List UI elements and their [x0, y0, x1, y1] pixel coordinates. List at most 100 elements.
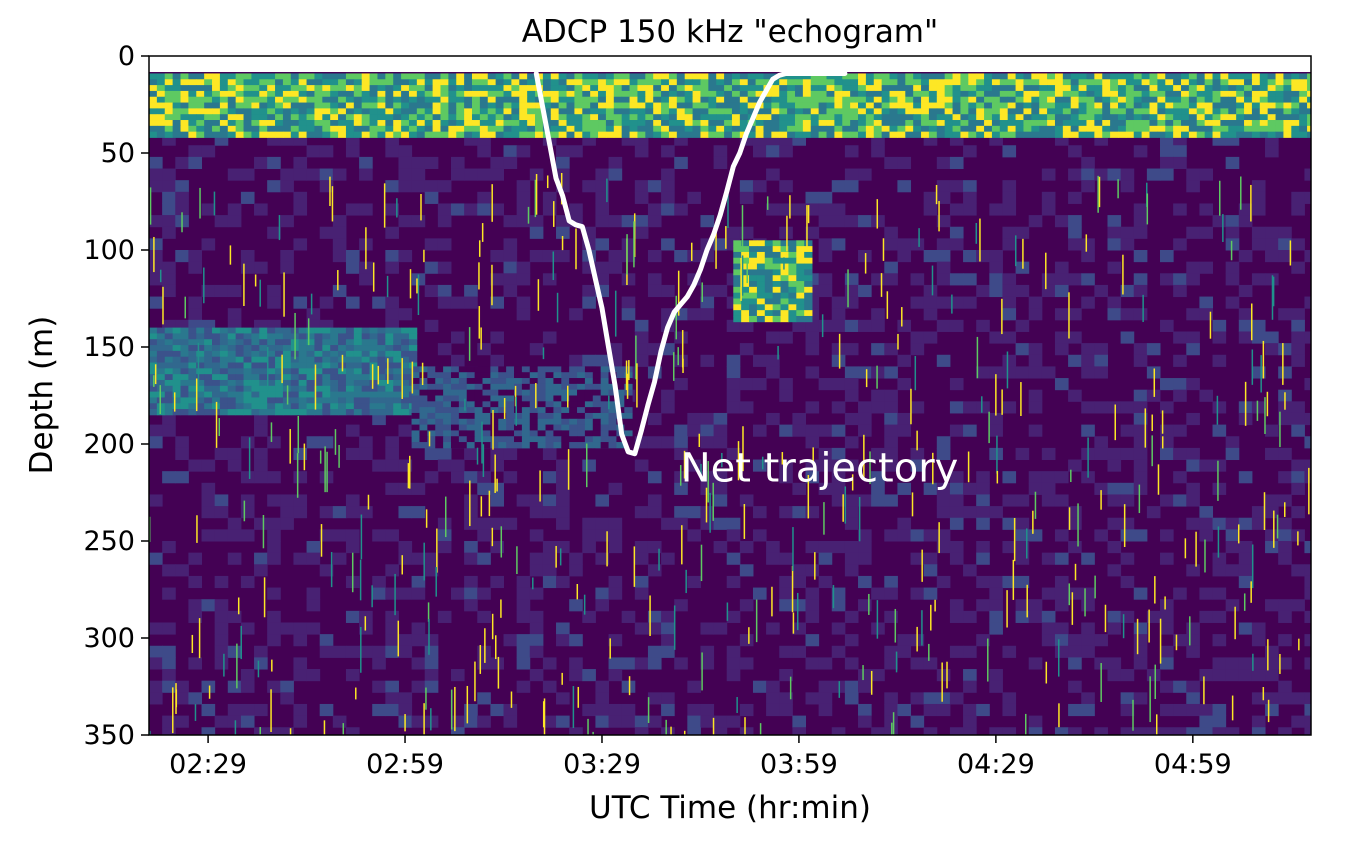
- echo-cell: [634, 354, 649, 367]
- echo-cell: [810, 114, 820, 121]
- echo-cell: [345, 73, 355, 80]
- echo-cell: [1265, 645, 1279, 658]
- echo-cell: [1291, 73, 1300, 80]
- echo-cell: [561, 430, 570, 437]
- echo-cell: [1238, 250, 1253, 263]
- echo-cell: [201, 145, 216, 158]
- echo-cell: [345, 339, 355, 346]
- echo-cell: [477, 203, 491, 216]
- echo-cell: [1141, 73, 1150, 80]
- echo-cell: [427, 395, 436, 402]
- echo-cell: [156, 96, 166, 103]
- echo-cell: [466, 389, 476, 396]
- echo-cell: [913, 108, 922, 115]
- echo-cell: [411, 680, 426, 693]
- echo-cell: [514, 366, 523, 373]
- echo-cell: [1291, 90, 1300, 98]
- echo-cell: [338, 350, 347, 358]
- echo-cell: [1244, 79, 1253, 86]
- echo-cell: [477, 145, 491, 158]
- echo-cell: [450, 354, 465, 367]
- echo-cell: [921, 90, 930, 98]
- echo-cell: [1117, 73, 1127, 80]
- echo-cell: [479, 90, 489, 98]
- echo-cell: [401, 385, 410, 393]
- echo-cell: [1094, 343, 1108, 356]
- echo-cell: [503, 215, 518, 228]
- echo-cell: [621, 131, 630, 138]
- echo-cell: [162, 471, 176, 484]
- echo-cell: [293, 552, 308, 565]
- echo-cell: [369, 345, 378, 352]
- echo-cell: [458, 372, 468, 379]
- echo-cell: [401, 90, 410, 98]
- echo-cell: [700, 645, 715, 658]
- echo-cell: [385, 120, 394, 127]
- echo-cell: [411, 407, 420, 414]
- echo-cell: [634, 331, 649, 344]
- echo-cell: [668, 120, 678, 127]
- echo-cell: [647, 250, 662, 263]
- echo-cell: [788, 304, 797, 311]
- echo-cell: [1086, 96, 1095, 103]
- echo-cell: [561, 401, 570, 408]
- echo-cell: [332, 250, 347, 263]
- echo-cell: [1251, 226, 1266, 239]
- echo-cell: [1120, 401, 1135, 414]
- echo-cell: [267, 403, 276, 410]
- echo-cell: [1133, 226, 1148, 239]
- echo-cell: [661, 79, 670, 86]
- echo-cell: [779, 90, 788, 98]
- echo-cell: [713, 471, 728, 484]
- echo-cell: [330, 368, 339, 375]
- echo-cell: [385, 703, 399, 717]
- echo-cell: [873, 131, 883, 138]
- echo-cell: [763, 120, 772, 127]
- echo-cell: [553, 395, 562, 402]
- echo-cell: [529, 494, 544, 507]
- echo-cell: [989, 610, 1003, 623]
- echo-cell: [503, 703, 518, 717]
- echo-cell: [1199, 261, 1214, 274]
- echo-cell: [1165, 125, 1174, 133]
- echo-cell: [844, 692, 859, 705]
- echo-cell: [411, 482, 426, 495]
- echo-cell: [787, 96, 796, 103]
- echo-cell: [306, 622, 321, 635]
- echo-cell: [960, 120, 969, 127]
- echo-cell: [684, 96, 693, 103]
- echo-cell: [844, 610, 859, 623]
- echo-cell: [1007, 114, 1016, 121]
- echo-cell: [259, 333, 268, 340]
- echo-cell: [1054, 273, 1069, 286]
- echo-cell: [645, 131, 654, 138]
- echo-cell: [377, 79, 386, 86]
- echo-cell: [1212, 517, 1227, 530]
- echo-cell: [569, 145, 583, 158]
- echo-cell: [999, 131, 1009, 138]
- echo-cell: [779, 120, 788, 127]
- echo-cell: [416, 120, 426, 127]
- echo-cell: [550, 90, 560, 98]
- echo-cell: [188, 368, 197, 375]
- echo-cell: [1133, 645, 1148, 658]
- echo-cell: [393, 345, 402, 352]
- echo-cell: [464, 575, 478, 589]
- echo-cell: [1070, 108, 1079, 115]
- echo-cell: [164, 90, 174, 98]
- echo-cell: [398, 506, 413, 519]
- echo-cell: [377, 345, 386, 352]
- echo-cell: [435, 418, 444, 425]
- echo-cell: [275, 73, 284, 80]
- echo-cell: [212, 114, 221, 121]
- echo-cell: [574, 90, 583, 98]
- echo-cell: [756, 240, 766, 247]
- echo-cell: [733, 263, 742, 270]
- echo-cell: [923, 703, 938, 717]
- echo-cell: [826, 90, 835, 98]
- echo-cell: [398, 250, 413, 263]
- echo-cell: [175, 436, 189, 449]
- echo-cell: [180, 85, 189, 92]
- echo-cell: [858, 575, 872, 589]
- echo-cell: [772, 310, 781, 317]
